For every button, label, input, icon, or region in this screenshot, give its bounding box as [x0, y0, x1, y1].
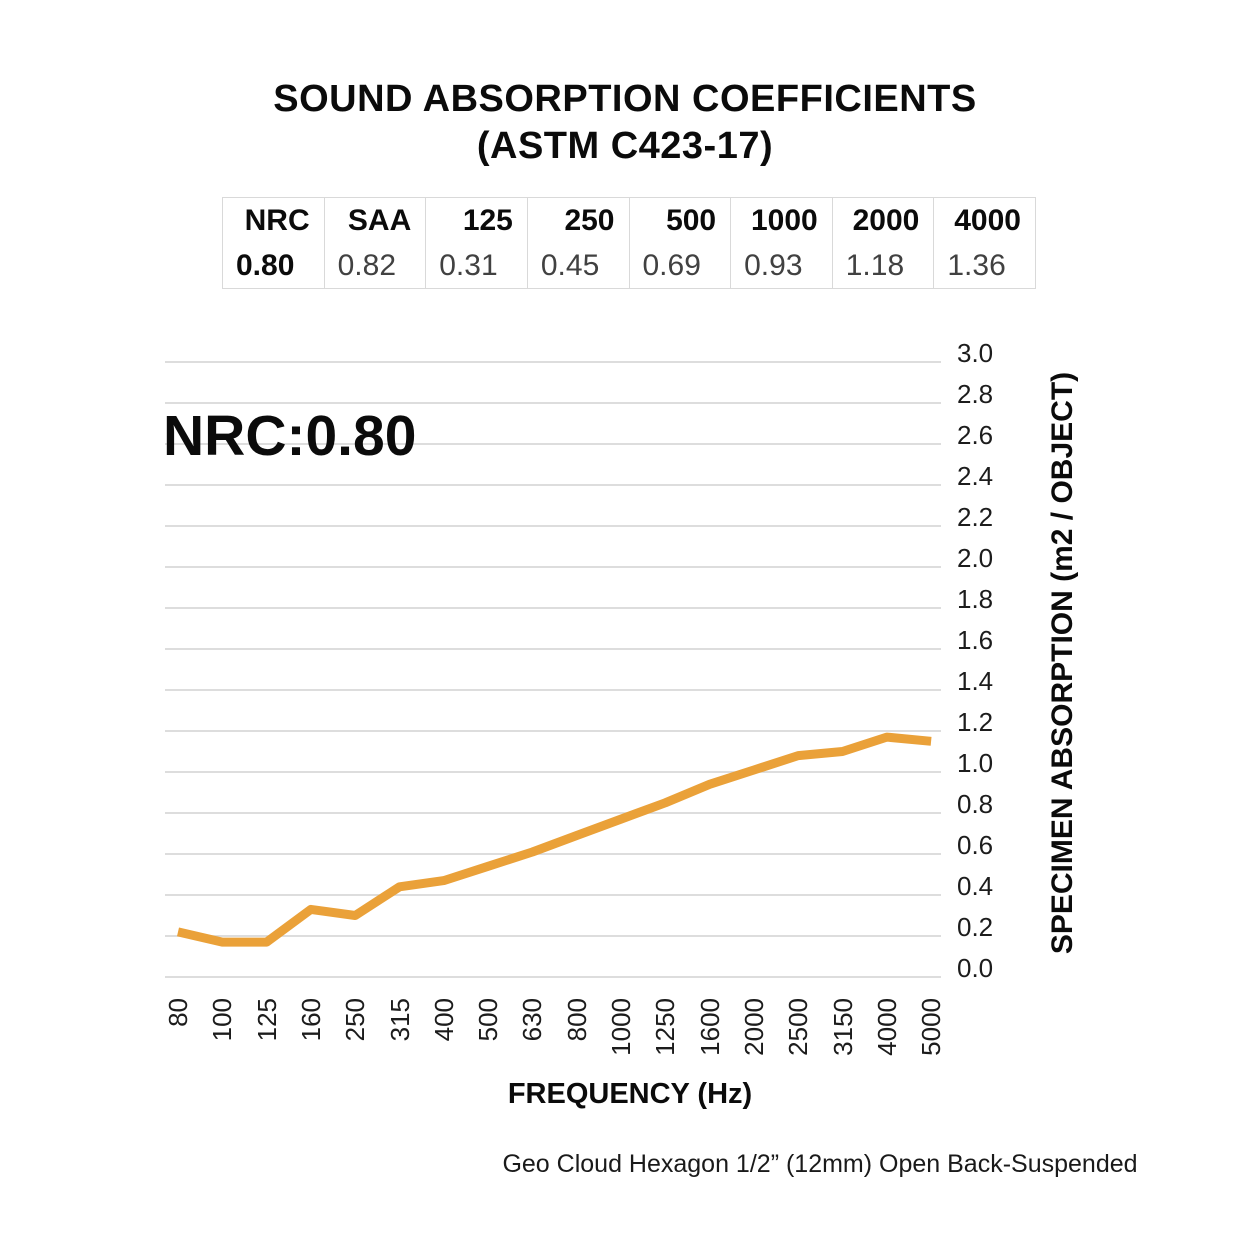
- y-tick-label: 1.2: [957, 707, 994, 737]
- y-tick-label: 2.4: [957, 461, 994, 491]
- page-title-line2: (ASTM C423-17): [476, 125, 774, 167]
- y-tick-label: 0.2: [957, 912, 994, 942]
- y-tick-label: 0.6: [957, 830, 994, 860]
- y-tick-label: 3.0: [957, 338, 994, 368]
- gridlines: [165, 361, 941, 978]
- y-tick-label: 2.2: [957, 502, 994, 532]
- table-column-SAA: SAA 0.82: [323, 198, 426, 288]
- y-tick-label: 1.6: [957, 625, 994, 655]
- page-title-line1: SOUND ABSORPTION COEFFICIENTS: [273, 78, 977, 120]
- y-tick-label: 2.0: [957, 543, 994, 573]
- y-tick-label: 2.6: [957, 420, 994, 450]
- y-tick-label: 1.0: [957, 748, 994, 778]
- y-tick-label: 1.4: [957, 666, 994, 696]
- table-value-cell: 0.80: [236, 249, 295, 282]
- table-header-cell: 500: [666, 204, 717, 237]
- coefficients-summary-table: NRC 0.80 SAA 0.82 125 0.31 250 0.45 500 0.69 1000 0…: [222, 197, 1036, 289]
- x-axis-title: FREQUENCY (Hz): [507, 1078, 753, 1110]
- table-value-cell: 1.36: [947, 249, 1006, 282]
- y-tick-label: 0.8: [957, 789, 994, 819]
- table-column-NRC: NRC 0.80: [223, 198, 324, 288]
- table-column-4000: 4000 1.36: [933, 198, 1035, 288]
- table-header-cell: 4000: [954, 204, 1021, 237]
- table-header-cell: SAA: [347, 204, 412, 237]
- table-header-cell: 2000: [852, 204, 920, 237]
- table-column-2000: 2000 1.18: [831, 198, 934, 288]
- table-header-cell: 250: [564, 204, 615, 237]
- table-value-cell: 0.82: [337, 249, 397, 282]
- table-header-cell: NRC: [244, 204, 310, 237]
- specimen-caption: Geo Cloud Hexagon 1/2” (12mm) Open Back-…: [502, 1150, 1138, 1178]
- nrc-annotation: NRC:0.80: [163, 404, 417, 468]
- y-tick-label: 1.8: [957, 584, 994, 614]
- table-value-cell: 1.18: [845, 249, 905, 282]
- y-tick-label: 2.8: [957, 379, 994, 409]
- page-title: SOUND ABSORPTION COEFFICIENTS (ASTM C423…: [0, 76, 1250, 170]
- table-value-cell: 0.31: [439, 249, 498, 282]
- table-header-cell: 1000: [751, 204, 818, 237]
- table-column-125: 125 0.31: [425, 198, 527, 288]
- table-header-cell: 125: [462, 204, 513, 237]
- table-column-1000: 1000 0.93: [730, 198, 832, 288]
- table-column-500: 500 0.69: [628, 198, 731, 288]
- table-value-cell: 0.93: [744, 249, 803, 282]
- table-value-cell: 0.69: [642, 249, 701, 282]
- y-tick-label: 0.0: [957, 953, 994, 983]
- y-tick-label: 0.4: [957, 871, 994, 901]
- table-value-cell: 0.45: [540, 249, 600, 282]
- absorption-line: [176, 732, 932, 947]
- table-column-250: 250 0.45: [526, 198, 629, 288]
